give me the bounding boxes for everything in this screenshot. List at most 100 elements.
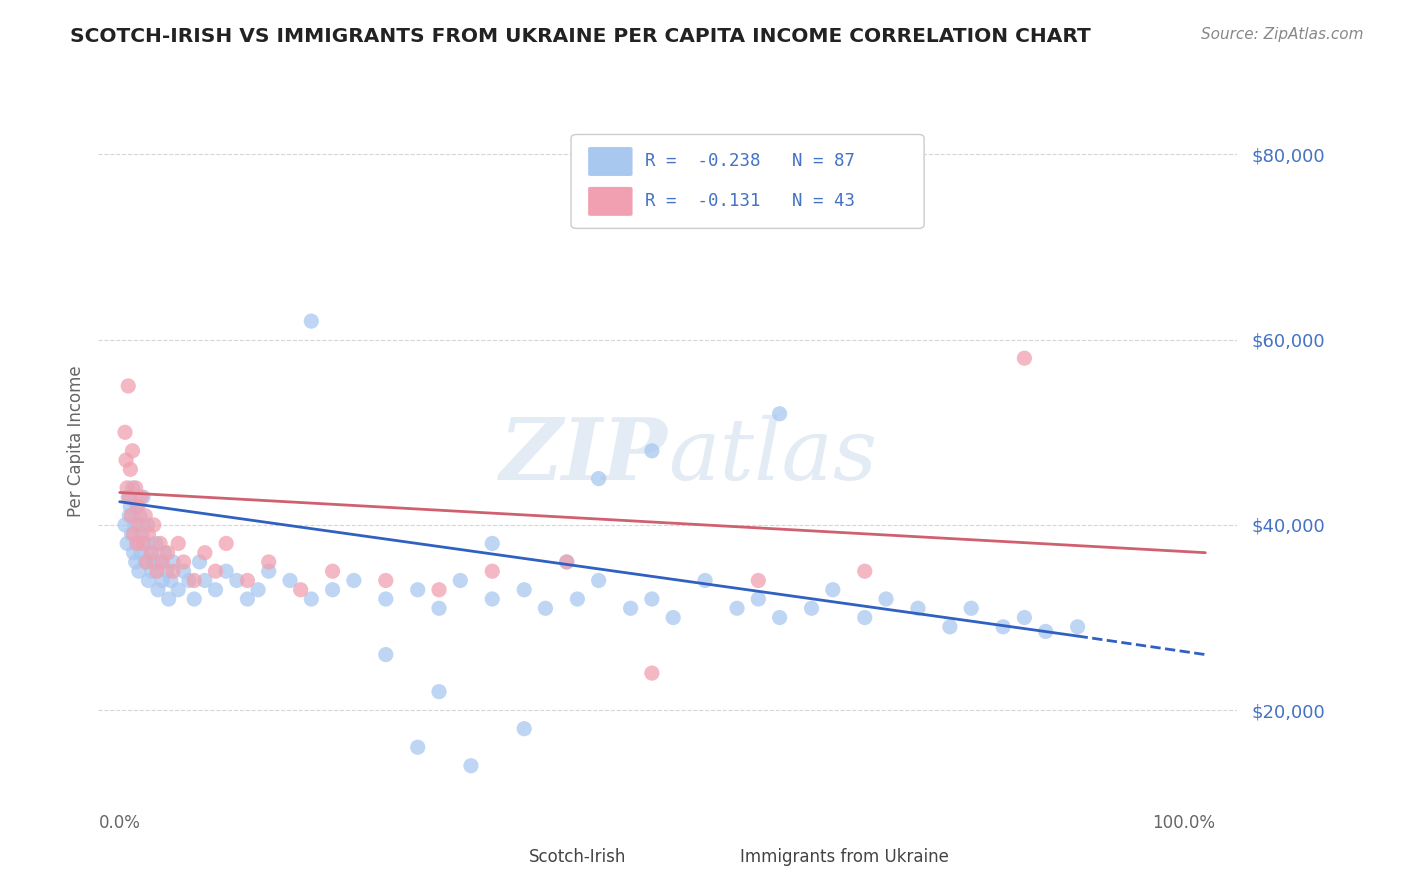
Point [183, 574, 205, 588]
Point [641, 443, 664, 458]
Text: R =  -0.131   N = 43: R = -0.131 N = 43 [645, 193, 855, 211]
Point [177, 574, 200, 588]
Point [118, 508, 141, 523]
Point [662, 610, 685, 624]
Point [141, 546, 163, 560]
Point [343, 574, 366, 588]
Point [142, 555, 165, 569]
Point [138, 527, 160, 541]
Point [129, 490, 152, 504]
Point [145, 536, 167, 550]
Point [121, 481, 143, 495]
Point [204, 564, 226, 578]
Point [146, 564, 169, 578]
Point [939, 620, 962, 634]
Point [120, 500, 142, 514]
Point [115, 536, 138, 550]
FancyBboxPatch shape [477, 843, 523, 872]
Point [124, 555, 146, 569]
Point [513, 722, 536, 736]
Point [257, 564, 280, 578]
Point [127, 536, 149, 550]
Point [150, 555, 173, 569]
Point [278, 574, 301, 588]
FancyBboxPatch shape [588, 187, 633, 216]
Point [132, 490, 155, 504]
Point [427, 684, 450, 698]
Point [236, 574, 259, 588]
Point [991, 620, 1014, 634]
Point [141, 564, 163, 578]
Point [115, 453, 138, 467]
Point [588, 472, 610, 486]
Point [117, 490, 139, 504]
Point [215, 536, 238, 550]
Point [150, 574, 173, 588]
Point [747, 592, 769, 607]
Text: atlas: atlas [668, 415, 877, 498]
Point [1035, 624, 1057, 639]
Point [875, 592, 897, 607]
Point [159, 574, 181, 588]
Point [135, 536, 157, 550]
Point [156, 546, 179, 560]
Point [129, 546, 152, 560]
Point [162, 555, 184, 569]
Point [427, 601, 450, 615]
Point [693, 574, 716, 588]
Point [121, 443, 143, 458]
Point [555, 555, 578, 569]
Text: ZIP: ZIP [501, 414, 668, 498]
Point [481, 564, 503, 578]
Point [257, 555, 280, 569]
Point [768, 407, 790, 421]
Text: R =  -0.238   N = 87: R = -0.238 N = 87 [645, 153, 855, 170]
Point [132, 536, 155, 550]
Point [138, 574, 160, 588]
Point [124, 517, 146, 532]
Point [449, 574, 471, 588]
Point [127, 500, 149, 514]
Point [118, 490, 141, 504]
Point [125, 500, 148, 514]
Point [215, 564, 238, 578]
Point [513, 582, 536, 597]
Point [146, 582, 169, 597]
Point [115, 481, 138, 495]
Point [290, 582, 312, 597]
Point [725, 601, 748, 615]
Point [149, 555, 172, 569]
Point [183, 592, 205, 607]
Text: SCOTCH-IRISH VS IMMIGRANTS FROM UKRAINE PER CAPITA INCOME CORRELATION CHART: SCOTCH-IRISH VS IMMIGRANTS FROM UKRAINE … [70, 27, 1091, 45]
Point [129, 508, 152, 523]
Point [299, 314, 322, 328]
Point [406, 740, 429, 755]
Point [124, 481, 146, 495]
FancyBboxPatch shape [688, 843, 734, 872]
Point [122, 527, 145, 541]
Point [406, 582, 429, 597]
Point [641, 666, 664, 681]
Point [167, 536, 190, 550]
Point [155, 564, 177, 578]
Point [588, 574, 610, 588]
Point [131, 527, 153, 541]
Point [322, 564, 344, 578]
Point [157, 592, 180, 607]
Y-axis label: Per Capita Income: Per Capita Income [66, 366, 84, 517]
Point [374, 592, 396, 607]
Point [122, 546, 145, 560]
Point [907, 601, 929, 615]
Point [374, 648, 396, 662]
Point [641, 592, 664, 607]
Point [481, 592, 503, 607]
Point [138, 546, 160, 560]
Point [114, 517, 136, 532]
Point [173, 555, 195, 569]
Point [853, 610, 876, 624]
Point [567, 592, 589, 607]
Point [194, 546, 217, 560]
Point [1066, 620, 1088, 634]
Point [114, 425, 136, 440]
Point [167, 582, 190, 597]
